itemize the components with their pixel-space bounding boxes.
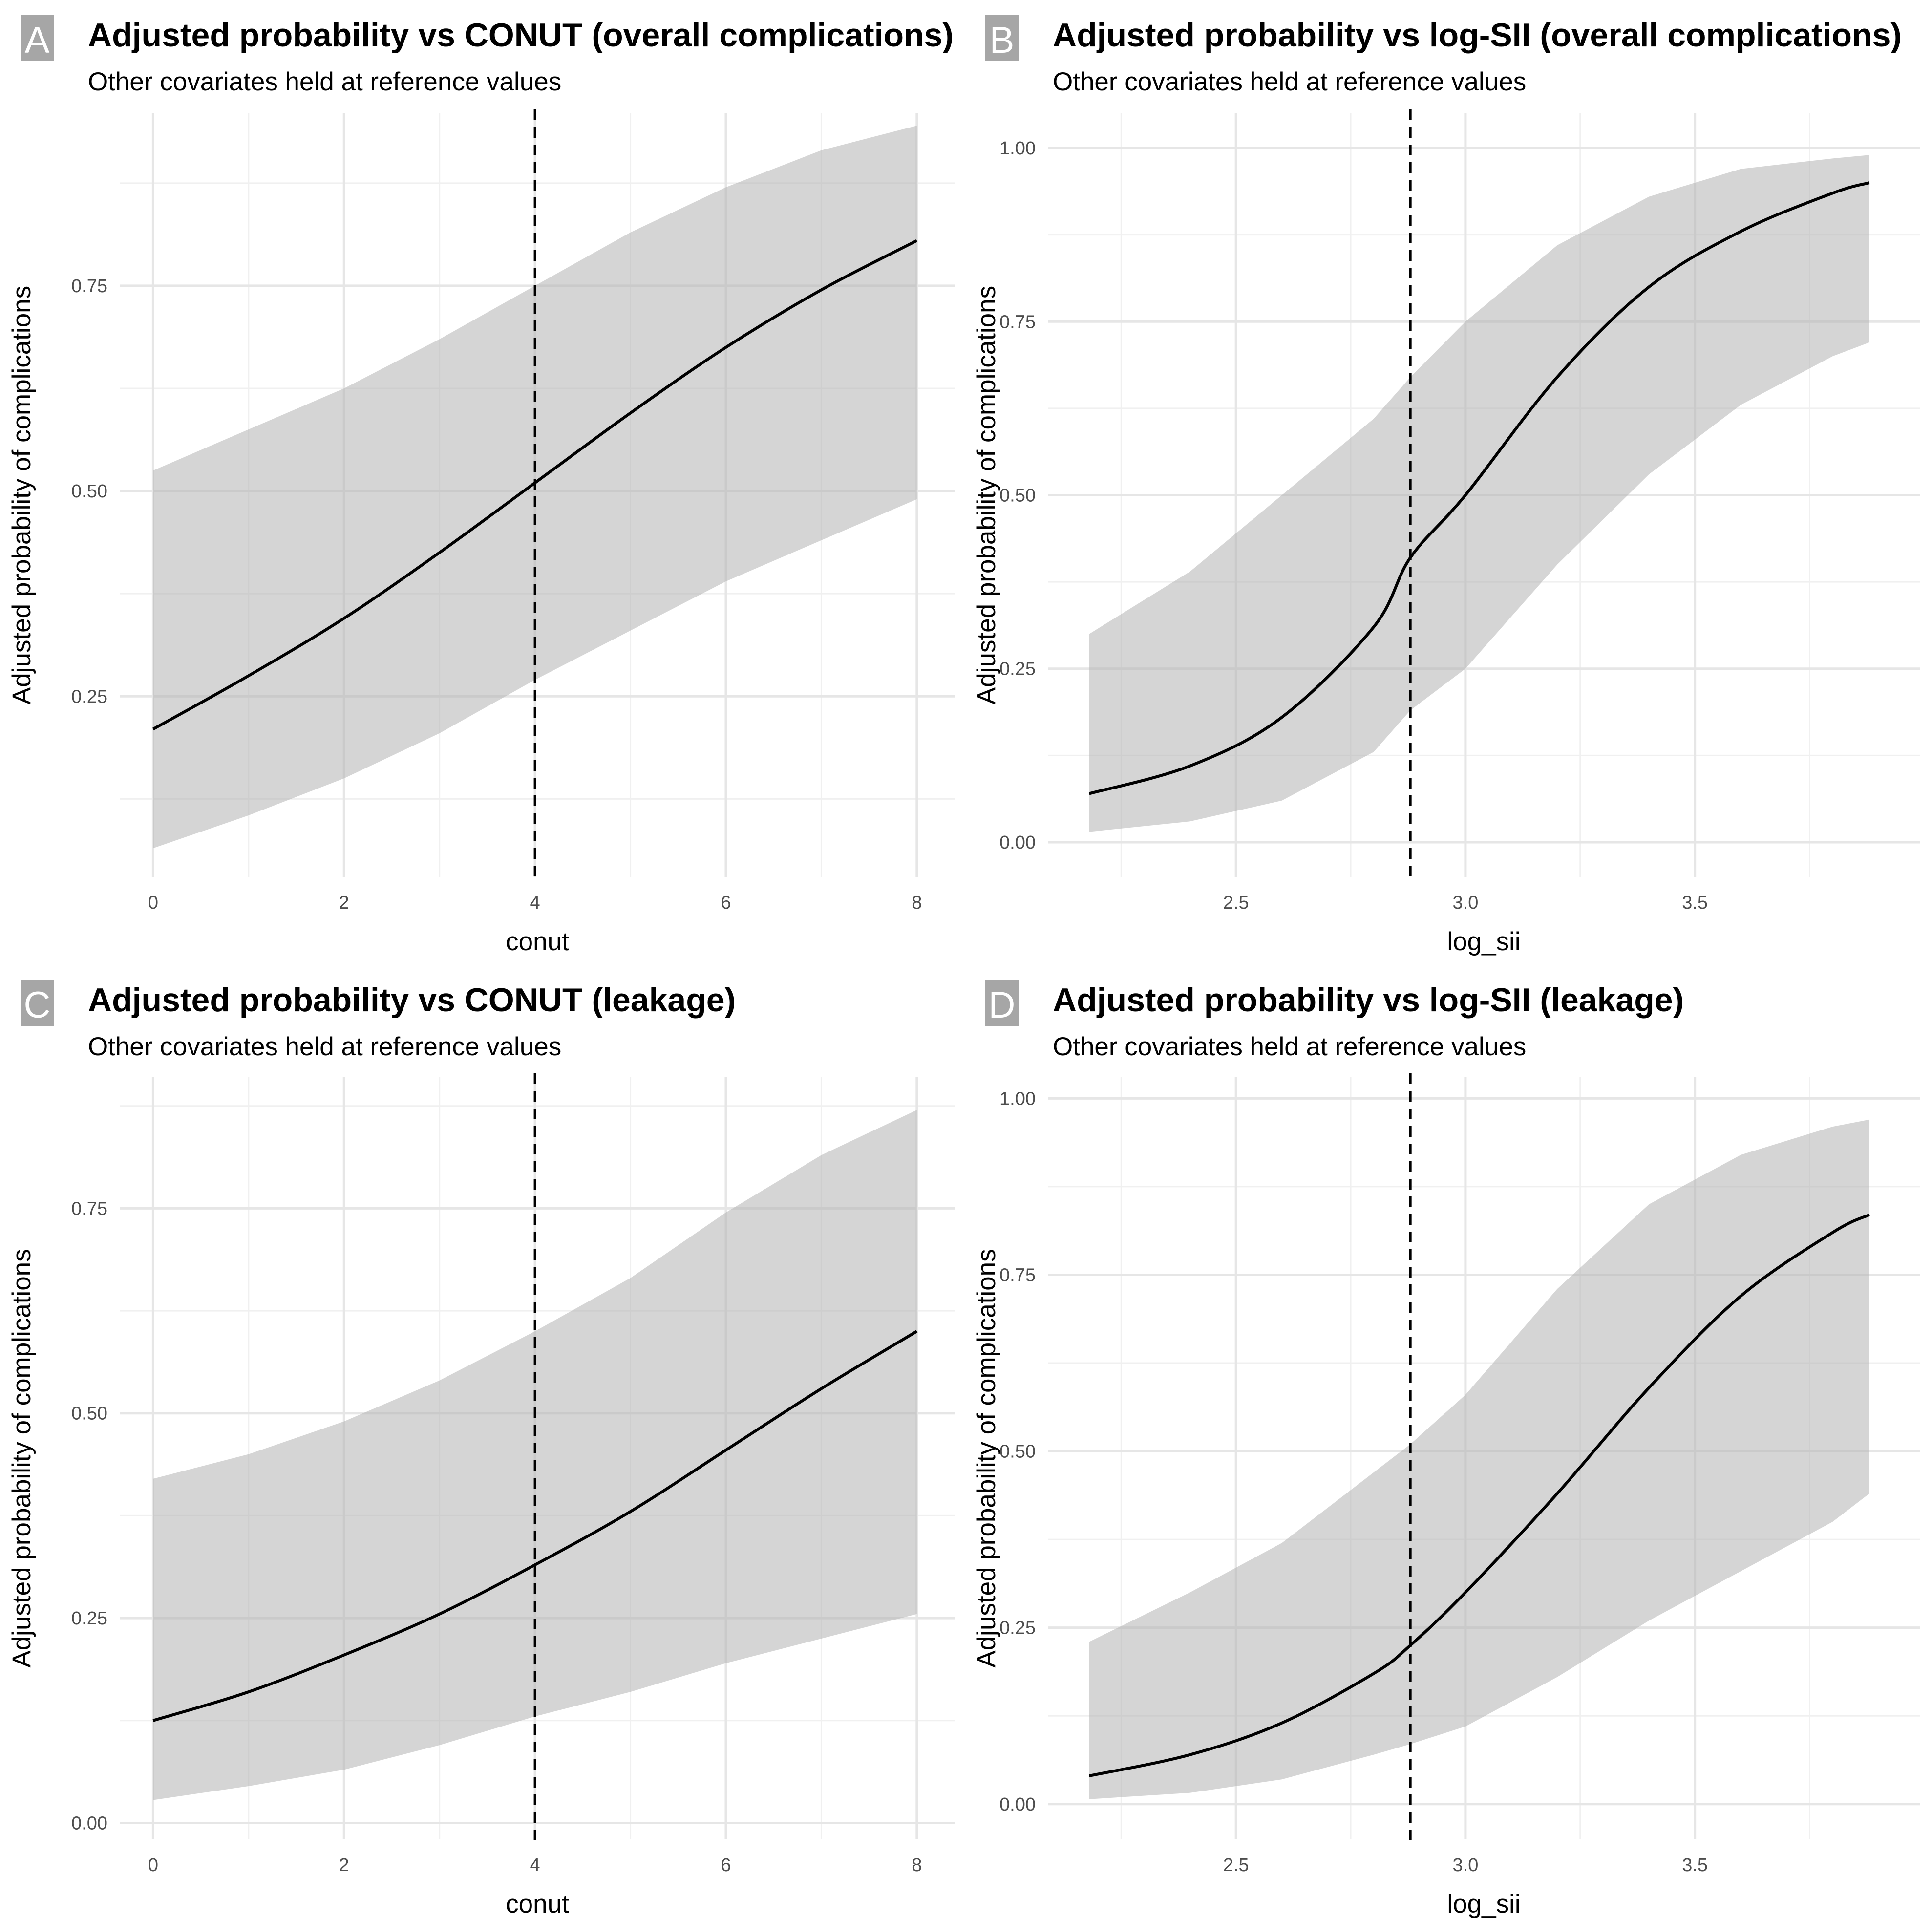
chart-panel-a: A Adjusted probability vs CONUT (overall …	[7, 15, 955, 956]
y-tick-label: 0.00	[999, 1794, 1036, 1815]
panel-tag: A	[21, 15, 54, 61]
x-tick-label: 4	[530, 893, 540, 913]
panel-tag: C	[21, 980, 54, 1026]
tick-labels: 2.5 3.0 3.5 0.00 0.25 0.50 0.75 1.00	[999, 138, 1708, 913]
x-tick-label: 2.5	[1223, 893, 1249, 913]
panel-subtitle: Other covariates held at reference value…	[88, 67, 561, 96]
panel-tag-box	[985, 15, 1019, 61]
y-axis-title: Adjusted probability of complications	[972, 286, 1001, 704]
panel-subtitle: Other covariates held at reference value…	[1053, 67, 1526, 96]
x-tick-label: 6	[721, 1855, 731, 1876]
y-tick-label: 0.25	[71, 1608, 107, 1629]
y-tick-label: 0.00	[999, 832, 1036, 853]
x-tick-label: 3.5	[1682, 893, 1708, 913]
tick-labels: 0 2 4 6 8 0.25 0.50 0.75	[71, 276, 922, 913]
x-tick-label: 3.0	[1453, 893, 1479, 913]
panel-title: Adjusted probability vs log-SII (leakage…	[1053, 981, 1684, 1019]
fitted-probability-line	[152, 239, 918, 731]
y-tick-label: 0.75	[999, 1265, 1036, 1285]
x-tick-label: 8	[912, 1855, 922, 1876]
y-tick-label: 0.50	[999, 1442, 1036, 1462]
y-tick-label: 0.50	[71, 1404, 107, 1424]
panel-tag-box	[985, 980, 1019, 1026]
panel-tag-box	[21, 980, 54, 1026]
y-axis-title: Adjusted probability of complications	[7, 1249, 36, 1667]
panel-title: Adjusted probability vs CONUT (overall c…	[88, 17, 954, 54]
y-tick-label: 1.00	[999, 138, 1036, 159]
y-axis-title: Adjusted probability of complications	[7, 286, 36, 704]
confidence-band	[1089, 1119, 1869, 1799]
y-tick-label: 1.00	[999, 1088, 1036, 1109]
confidence-band	[1089, 155, 1869, 832]
panel-subtitle: Other covariates held at reference value…	[88, 1032, 561, 1061]
y-tick-label: 0.25	[71, 686, 107, 707]
y-tick-label: 0.25	[999, 659, 1036, 680]
panel-tag-box	[21, 15, 54, 61]
panel-tag-label: B	[990, 20, 1015, 61]
chart-panel-b: B Adjusted probability vs log-SII (overal…	[972, 15, 1920, 956]
panel-title: Adjusted probability vs log-SII (overall…	[1053, 17, 1902, 54]
fitted-probability-line	[152, 1330, 918, 1722]
y-tick-label: 0.50	[999, 486, 1036, 506]
y-tick-label: 0.00	[71, 1813, 107, 1834]
x-tick-label: 6	[721, 893, 731, 913]
x-tick-label: 4	[530, 1855, 540, 1876]
panel-tag-label: C	[24, 984, 51, 1026]
panel-tag: D	[985, 980, 1019, 1026]
tick-labels: 2.5 3.0 3.5 0.00 0.25 0.50 0.75 1.00	[999, 1088, 1708, 1876]
chart-panel-d: D Adjusted probability vs log-SII (leakag…	[972, 980, 1920, 1919]
x-tick-label: 3.0	[1453, 1855, 1479, 1876]
confidence-band	[153, 1110, 917, 1800]
tick-labels: 0 2 4 6 8 0.00 0.25 0.50 0.75	[71, 1198, 922, 1876]
y-axis-title: Adjusted probability of complications	[972, 1249, 1001, 1667]
panel-tag: B	[985, 15, 1019, 61]
y-tick-label: 0.50	[71, 481, 107, 502]
y-tick-label: 0.75	[71, 1198, 107, 1219]
x-tick-label: 0	[148, 1855, 158, 1876]
x-tick-label: 0	[148, 893, 158, 913]
panel-title: Adjusted probability vs CONUT (leakage)	[88, 981, 736, 1019]
y-tick-label: 0.75	[999, 312, 1036, 332]
panel-subtitle: Other covariates held at reference value…	[1053, 1032, 1526, 1061]
x-tick-label: 8	[912, 893, 922, 913]
x-axis-title: log_sii	[1447, 927, 1520, 956]
panel-tag-label: D	[989, 984, 1016, 1026]
x-tick-label: 2	[339, 893, 349, 913]
panel-tag-label: A	[25, 20, 50, 61]
x-axis-title: conut	[506, 927, 569, 956]
x-axis-title: log_sii	[1447, 1890, 1520, 1919]
y-tick-label: 0.25	[999, 1618, 1036, 1639]
y-tick-label: 0.75	[71, 276, 107, 297]
x-tick-label: 3.5	[1682, 1855, 1708, 1876]
x-tick-label: 2.5	[1223, 1855, 1249, 1876]
chart-panel-c: C Adjusted probability vs CONUT (leakage)…	[7, 980, 955, 1919]
x-tick-label: 2	[339, 1855, 349, 1876]
fitted-probability-line	[1088, 181, 1870, 795]
fitted-probability-line	[1088, 1213, 1870, 1777]
x-axis-title: conut	[506, 1890, 569, 1919]
